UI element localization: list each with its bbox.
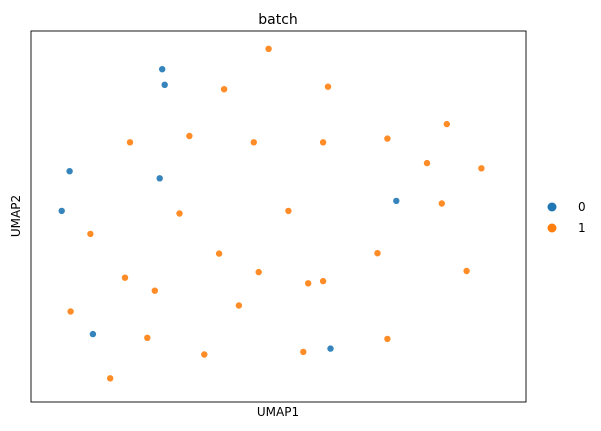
point-batch1-18: [121, 274, 129, 281]
point-batch1-27: [144, 334, 151, 341]
point-batch1-10: [478, 165, 485, 172]
point-batch1-29: [67, 308, 74, 315]
point-batch1-22: [319, 277, 327, 285]
point-batch1-6: [186, 132, 193, 140]
point-batch1-20: [235, 302, 243, 309]
point-batch1-28: [107, 375, 114, 382]
point-batch1-15: [215, 250, 223, 257]
y-axis-label: UMAP2: [9, 195, 23, 237]
legend: 0 1: [547, 200, 586, 235]
point-batch1-25: [201, 351, 208, 358]
chart-title: batch: [258, 12, 298, 28]
point-batch1-3: [250, 139, 257, 146]
point-batch1-13: [438, 200, 445, 207]
legend-marker-0: [547, 202, 557, 212]
point-batch0-3: [58, 207, 65, 215]
point-batch1-19: [151, 287, 158, 294]
point-batch0-1: [159, 66, 166, 73]
legend-label-1: 1: [578, 221, 586, 235]
point-batch1-26: [300, 348, 307, 356]
point-batch1-2: [324, 83, 332, 90]
point-batch1-14: [87, 230, 94, 238]
point-batch1-23: [463, 267, 470, 275]
point-batch1-21: [305, 280, 312, 287]
point-batch1-11: [285, 207, 292, 215]
point-batch1-8: [443, 120, 450, 128]
point-batch1-17: [374, 250, 381, 257]
x-axis-label: UMAP1: [257, 405, 299, 419]
point-batch1-9: [423, 159, 431, 167]
legend-marker-1: [547, 223, 557, 233]
point-batch0-5: [161, 81, 168, 89]
point-batch0-4: [156, 175, 163, 182]
legend-label-0: 0: [578, 200, 586, 214]
scatter-points: [58, 45, 485, 382]
point-batch1-4: [319, 139, 327, 146]
point-batch1-0: [265, 45, 272, 52]
point-batch1-7: [384, 135, 391, 142]
point-batch1-5: [126, 139, 134, 146]
point-batch1-24: [384, 335, 391, 343]
point-batch0-0: [393, 197, 400, 205]
point-batch0-2: [66, 168, 73, 175]
point-batch0-7: [327, 345, 334, 352]
point-batch1-1: [220, 86, 228, 93]
plot-frame: [30, 30, 527, 403]
point-batch0-6: [89, 330, 97, 338]
point-batch1-16: [255, 268, 262, 276]
point-batch1-12: [176, 210, 183, 217]
